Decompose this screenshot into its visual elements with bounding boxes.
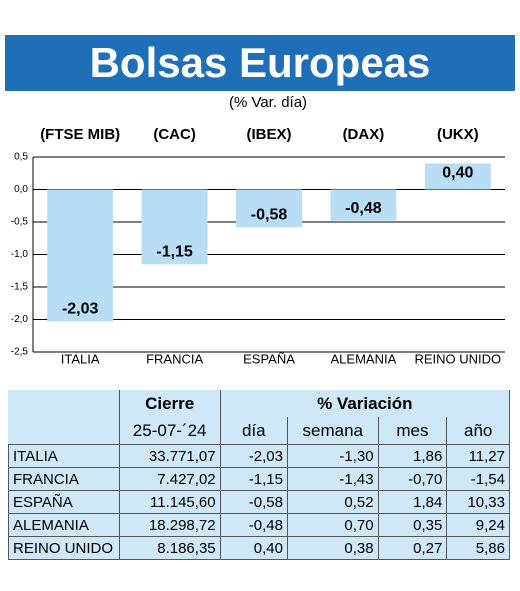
header-cell bbox=[8, 417, 120, 445]
y-tick-label: -2,0 bbox=[11, 314, 29, 325]
title: Bolsas Europeas bbox=[5, 35, 515, 91]
table-cell: -0,58 bbox=[219, 490, 288, 514]
table-cell: -0,70 bbox=[377, 467, 448, 491]
header-cell: 25-07-´24 bbox=[118, 417, 221, 445]
table-cell: -1,54 bbox=[446, 467, 510, 491]
table-cell: -1,30 bbox=[286, 444, 379, 468]
table-row: Cierre% Variación bbox=[8, 390, 511, 417]
table-cell: 0,27 bbox=[377, 536, 448, 560]
table-cell: REINO UNIDO bbox=[8, 536, 120, 560]
table-cell: 7.427,02 bbox=[118, 467, 221, 491]
header-cell: día bbox=[219, 417, 288, 445]
header-cell: año bbox=[446, 417, 510, 445]
header-cell: mes bbox=[377, 417, 448, 445]
x-tick-label: REINO UNIDO bbox=[414, 351, 501, 366]
table-cell: 18.298,72 bbox=[118, 513, 221, 537]
table-cell: 1,86 bbox=[377, 444, 448, 468]
index-label: (UKX) bbox=[437, 126, 479, 143]
table-cell: -0,48 bbox=[219, 513, 288, 537]
value-label: 0,40 bbox=[442, 165, 473, 182]
table-cell: 1,84 bbox=[377, 490, 448, 514]
index-label: (FTSE MIB) bbox=[40, 126, 120, 143]
y-tick-label: -1,5 bbox=[11, 282, 29, 293]
table-row: ITALIA 33.771,07 -2,03 -1,30 1,86 11,27 bbox=[8, 444, 510, 468]
table-cell: 33.771,07 bbox=[118, 444, 221, 468]
header-cell bbox=[8, 390, 120, 417]
table-row: ESPAÑA 11.145,60 -0,58 0,52 1,84 10,33 bbox=[8, 490, 510, 514]
table-cell: ESPAÑA bbox=[8, 490, 120, 514]
header-cell: semana bbox=[286, 417, 379, 445]
table-cell: -1,43 bbox=[286, 467, 379, 491]
table-cell: ITALIA bbox=[8, 444, 120, 468]
table-cell: 11.145,60 bbox=[118, 490, 221, 514]
index-label: (IBEX) bbox=[247, 126, 292, 143]
bar bbox=[236, 189, 302, 228]
table-cell: -2,03 bbox=[219, 444, 288, 468]
table-cell: -1,15 bbox=[219, 467, 288, 491]
table-cell: FRANCIA bbox=[8, 467, 120, 491]
value-label: -1,15 bbox=[156, 243, 193, 260]
header-cell: Cierre bbox=[118, 390, 221, 417]
bar bbox=[424, 163, 491, 190]
value-label: -0,58 bbox=[251, 206, 288, 223]
x-tick-label: ESPAÑA bbox=[243, 351, 295, 366]
table-cell: 8.186,35 bbox=[118, 536, 221, 560]
y-tick-label: 0,5 bbox=[14, 152, 28, 163]
value-label: -2,03 bbox=[62, 301, 99, 318]
x-tick-label: ALEMANIA bbox=[331, 351, 397, 366]
index-label: (CAC) bbox=[153, 126, 196, 143]
header-cell: % Variación bbox=[219, 390, 511, 417]
y-tick-label: -0,5 bbox=[11, 217, 29, 228]
table-cell: 9,24 bbox=[446, 513, 510, 537]
table-cell: 0,35 bbox=[377, 513, 448, 537]
y-tick-label: -1,0 bbox=[11, 249, 29, 260]
table-cell: ALEMANIA bbox=[8, 513, 120, 537]
table-cell: 0,40 bbox=[219, 536, 288, 560]
table-row: ALEMANIA 18.298,72 -0,48 0,70 0,35 9,24 bbox=[8, 513, 510, 537]
table-cell: 0,52 bbox=[286, 490, 379, 514]
table-cell: 5,86 bbox=[446, 536, 510, 560]
y-tick-label: 0,0 bbox=[14, 184, 28, 195]
table-row: FRANCIA 7.427,02 -1,15 -1,43 -0,70 -1,54 bbox=[8, 467, 510, 491]
value-label: -0,48 bbox=[345, 200, 382, 217]
table-row: 25-07-´24 día semana mes año bbox=[8, 417, 510, 445]
table-row: REINO UNIDO 8.186,35 0,40 0,38 0,27 5,86 bbox=[8, 536, 510, 560]
table-cell: 10,33 bbox=[446, 490, 510, 514]
table-cell: 11,27 bbox=[446, 444, 510, 468]
data-table: Cierre% Variación 25-07-´24 día semana mes añ… bbox=[8, 390, 511, 560]
x-tick-label: FRANCIA bbox=[146, 351, 203, 366]
table-cell: 0,38 bbox=[286, 536, 379, 560]
bar bbox=[47, 189, 114, 322]
x-tick-label: ITALIA bbox=[61, 351, 100, 366]
bar bbox=[141, 189, 208, 265]
table-cell: 0,70 bbox=[286, 513, 379, 537]
bar bbox=[330, 189, 397, 221]
index-label: (DAX) bbox=[343, 126, 385, 143]
y-tick-label: -2,5 bbox=[11, 347, 29, 358]
chart: (% Var. día) 0,5 0,0 -0,5 -1,0 -1,5 -2,0 -2,5 -… bbox=[11, 94, 505, 366]
subtitle: (% Var. día) bbox=[229, 94, 307, 111]
